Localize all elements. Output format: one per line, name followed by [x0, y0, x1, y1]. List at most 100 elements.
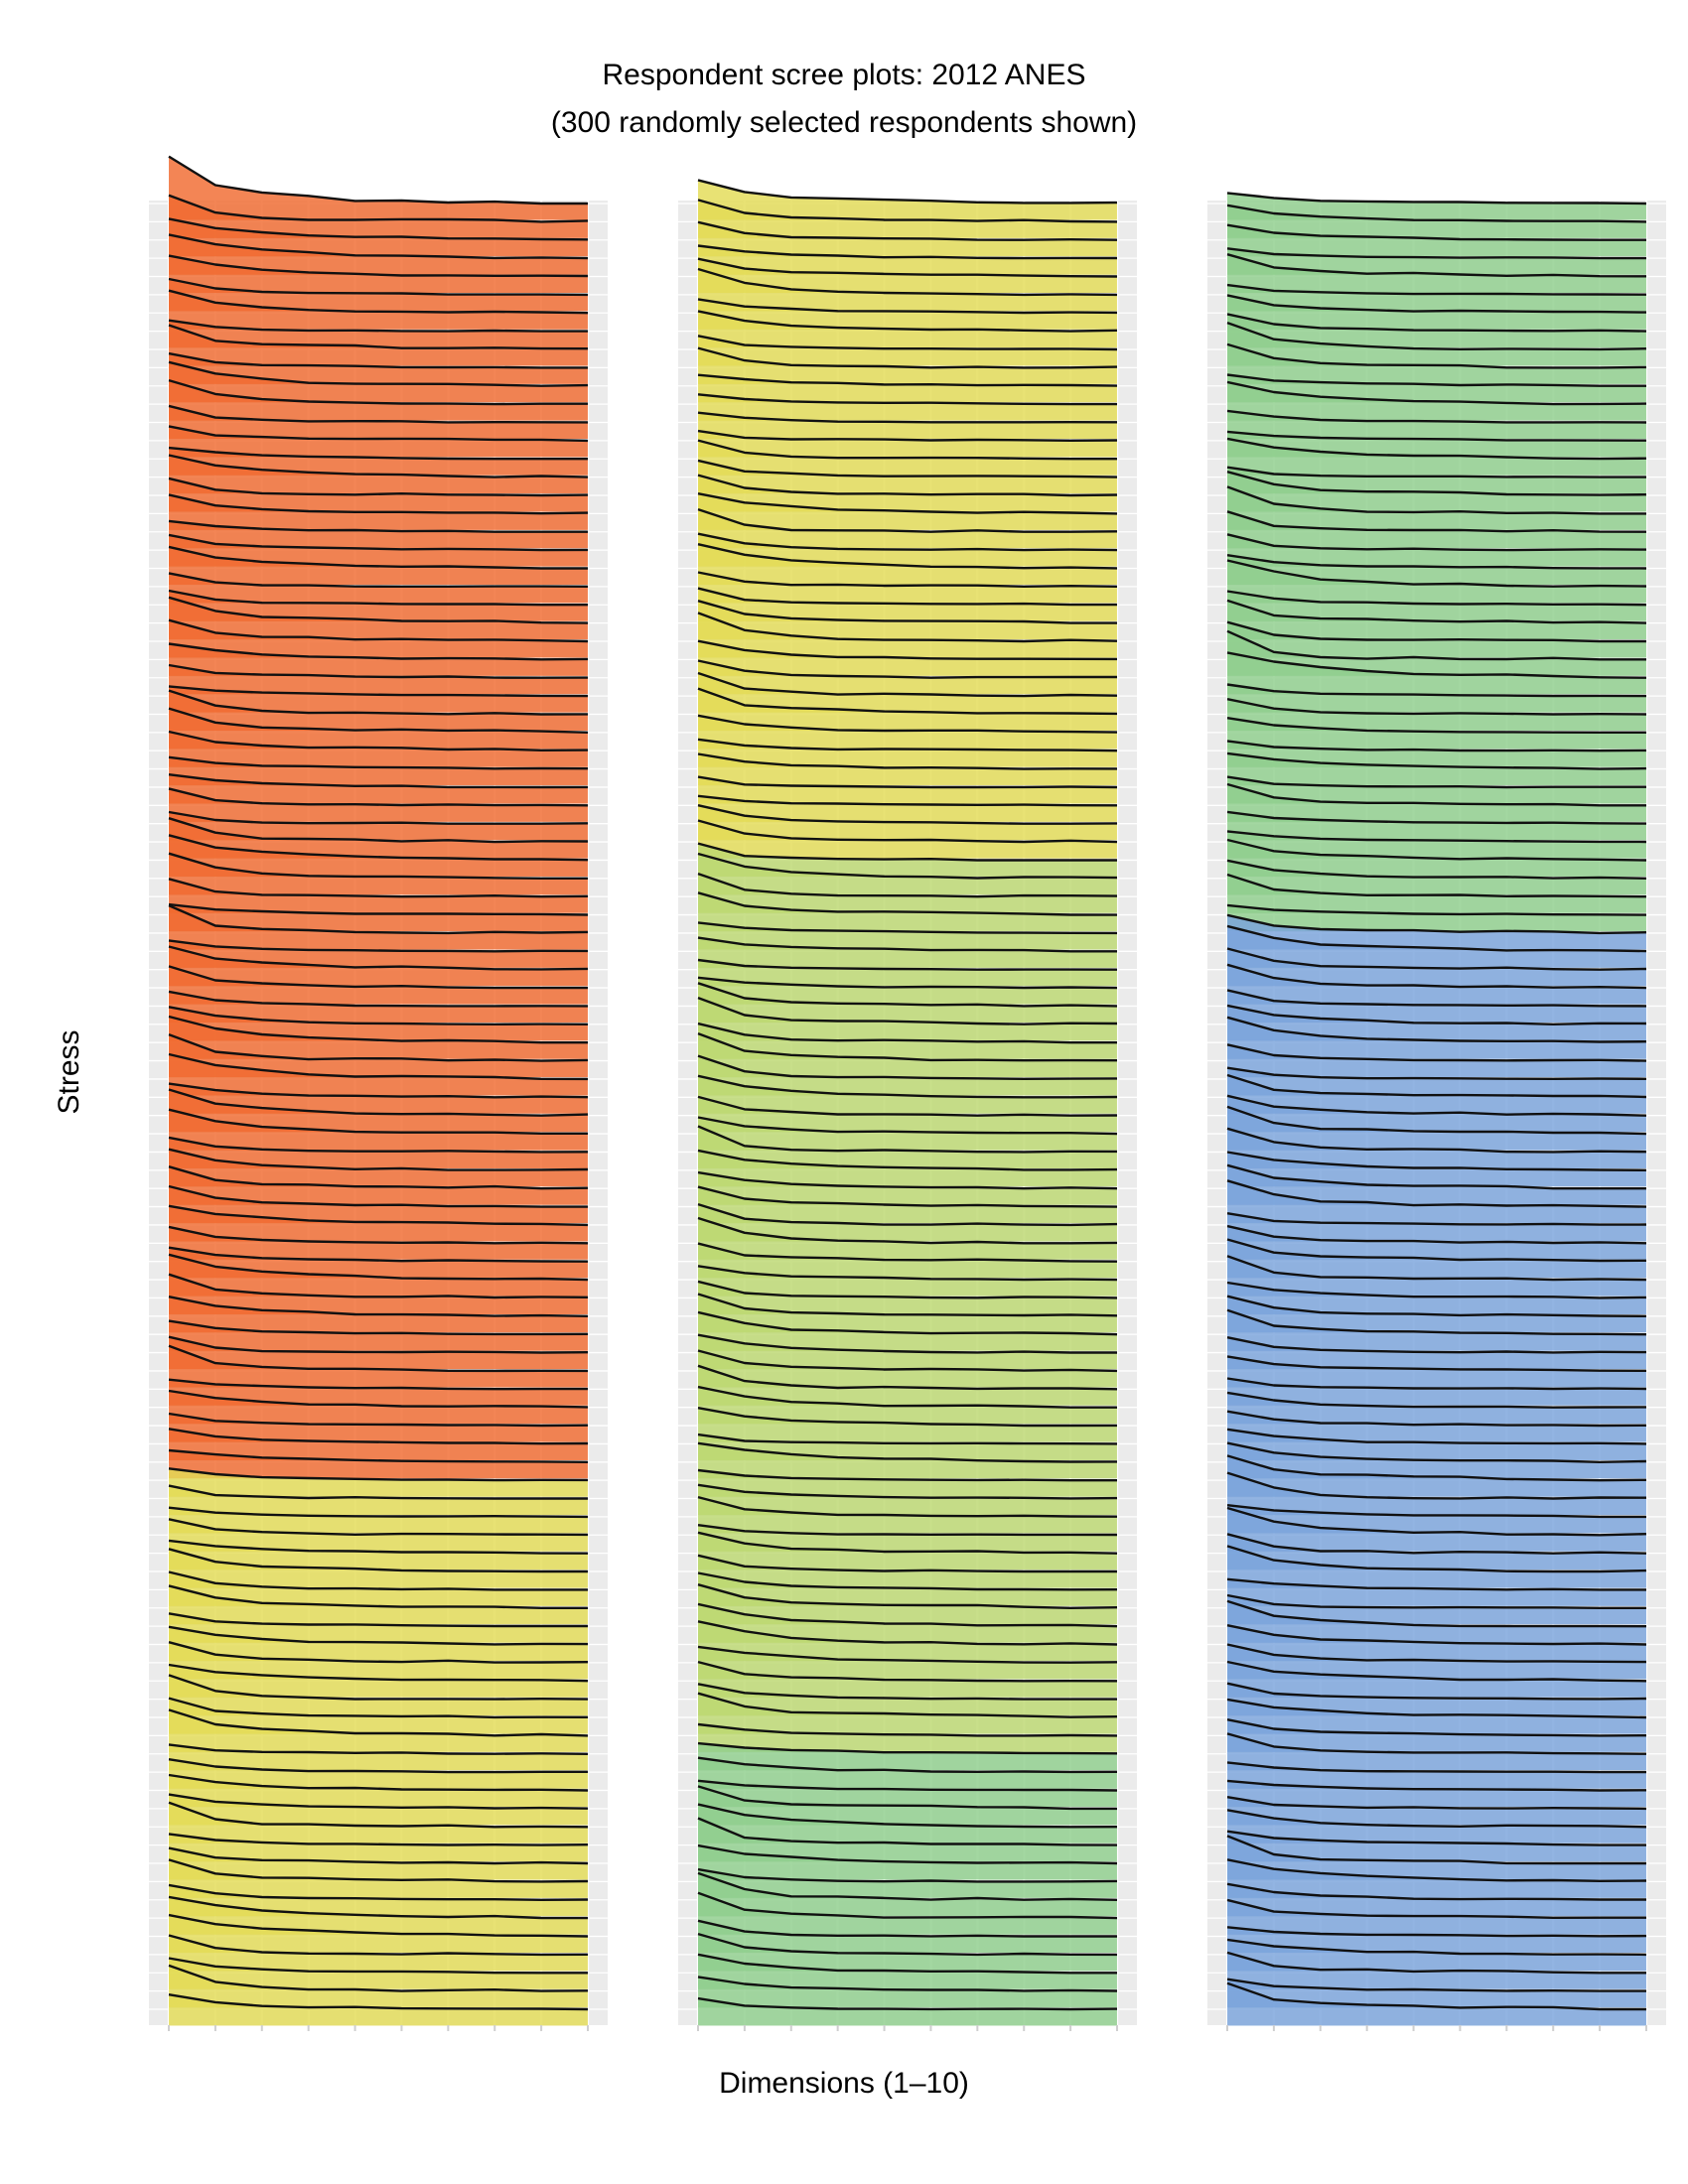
scree-panel-1	[149, 155, 608, 2031]
respondent-ridge	[168, 1793, 589, 1826]
respondent-ridge	[697, 459, 1118, 494]
ridge-line	[1226, 294, 1647, 314]
respondent-ridge	[697, 1280, 1118, 1314]
ridge-area	[169, 1642, 588, 1680]
respondent-ridge	[697, 671, 1118, 713]
ridge-line	[697, 819, 1118, 844]
respondent-ridge	[168, 1389, 589, 1425]
respondent-ridge	[697, 1265, 1118, 1297]
ridge-line	[697, 1441, 1118, 1463]
respondent-ridge	[168, 965, 588, 1005]
respondent-ridge	[697, 1185, 1118, 1224]
ridge-area	[698, 753, 1117, 786]
ridge-line	[697, 1620, 1118, 1646]
ridge-line	[1226, 1624, 1647, 1646]
ridge-area	[698, 776, 1117, 804]
ridge-line	[697, 1996, 1118, 2011]
ridge-line	[697, 1116, 1118, 1136]
ridge-area	[698, 1117, 1117, 1151]
respondent-ridge	[697, 1602, 1118, 1643]
respondent-ridge	[168, 519, 588, 549]
respondent-ridge	[1226, 1926, 1647, 1953]
ridge-line	[1226, 1151, 1647, 1171]
ridge-line	[697, 532, 1118, 552]
respondent-ridge	[168, 1412, 589, 1442]
ridge-area	[1227, 1644, 1646, 1680]
ridge-area	[169, 1468, 588, 1497]
ridge-area	[169, 1345, 588, 1388]
respondent-ridge	[1226, 430, 1647, 458]
ridge-line	[1226, 1809, 1647, 1829]
respondent-ridge	[1226, 1281, 1647, 1314]
ridge-area	[169, 1759, 588, 1789]
ridge-line	[1226, 342, 1647, 369]
respondent-ridge	[168, 1858, 589, 1898]
ridge-line	[697, 1602, 1118, 1628]
ridge-area	[169, 818, 588, 859]
ridge-area	[698, 1934, 1117, 1972]
ridge-line	[168, 834, 589, 862]
ridge-area	[169, 1017, 588, 1059]
ridge-line	[697, 429, 1118, 442]
ridge-line	[697, 587, 1117, 607]
ridge-line	[168, 1006, 589, 1025]
ridge-area	[1227, 1106, 1646, 1151]
ridge-area	[1227, 248, 1646, 275]
ridge-area	[1227, 560, 1646, 604]
ridge-area	[1227, 1979, 1646, 2008]
respondent-ridge	[697, 891, 1118, 932]
ridge-line	[697, 752, 1118, 770]
ridge-line	[697, 1333, 1117, 1354]
respondent-ridge	[1226, 873, 1647, 913]
ridge-area	[169, 1083, 588, 1114]
respondent-ridge	[168, 1296, 589, 1333]
ridge-area	[169, 966, 588, 1005]
ridge-line	[697, 393, 1117, 406]
ridge-line	[697, 571, 1118, 588]
ridge-area	[1227, 1239, 1646, 1279]
ridge-area	[169, 1698, 588, 1734]
respondent-ridge	[1226, 913, 1647, 950]
ridge-area	[1227, 914, 1646, 950]
respondent-ridge	[168, 787, 589, 822]
ridge-line	[168, 1584, 588, 1609]
respondent-ridge	[168, 642, 589, 676]
scree-panel-2	[678, 179, 1137, 2031]
respondent-ridge	[1226, 1698, 1647, 1734]
ridge-line	[1226, 1593, 1646, 1609]
ridge-line	[697, 179, 1118, 205]
ridge-line	[168, 289, 589, 315]
ridge-line	[1226, 629, 1646, 661]
ridge-area	[1227, 1067, 1646, 1096]
ridge-area	[169, 195, 588, 238]
ridge-line	[1226, 1761, 1646, 1774]
respondent-ridge	[697, 958, 1118, 987]
ridge-area	[1227, 1455, 1646, 1497]
ridge-line	[1226, 599, 1647, 624]
ridge-line	[168, 1052, 589, 1081]
respondent-ridge	[168, 945, 589, 987]
ridge-area	[169, 1109, 588, 1151]
respondent-ridge	[697, 1333, 1117, 1370]
ridge-area	[1227, 1578, 1646, 1606]
ridge-line	[168, 1015, 588, 1044]
ridge-line	[697, 936, 1117, 953]
ridge-line	[697, 1149, 1118, 1171]
ridge-line	[168, 324, 589, 350]
respondent-ridge	[1226, 651, 1647, 695]
ridge-line	[168, 1883, 589, 1901]
respondent-ridge	[168, 707, 589, 750]
ridge-line	[168, 1136, 589, 1154]
ridge-area	[698, 1743, 1117, 1771]
ridge-area	[169, 1414, 588, 1442]
ridge-line	[168, 939, 589, 953]
ridge-area	[1227, 684, 1646, 713]
ridge-line	[168, 1225, 589, 1245]
ridge-area	[169, 591, 588, 621]
ridge-line	[1226, 1066, 1647, 1080]
ridge-line	[697, 958, 1118, 971]
ridge-line	[168, 1625, 589, 1646]
respondent-ridge	[168, 1934, 589, 1972]
ridge-line	[697, 1785, 1117, 1811]
ridge-area	[1227, 990, 1646, 1023]
